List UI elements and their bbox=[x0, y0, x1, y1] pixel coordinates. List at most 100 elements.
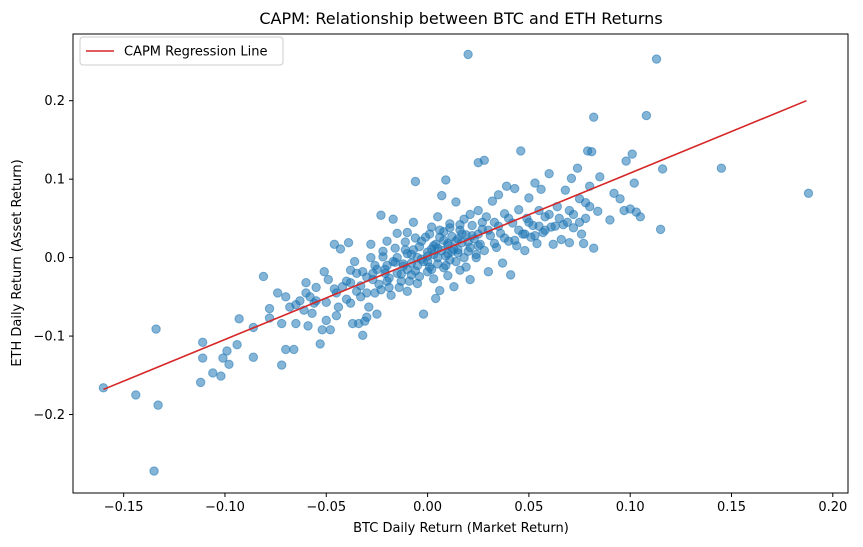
scatter-point bbox=[536, 184, 546, 195]
scatter-point bbox=[281, 292, 291, 302]
scatter-points bbox=[98, 49, 814, 476]
x-tick-label: 0.15 bbox=[717, 500, 746, 515]
scatter-point bbox=[572, 163, 583, 173]
scatter-point bbox=[218, 353, 228, 363]
scatter-point bbox=[195, 377, 206, 388]
scatter-point bbox=[408, 217, 419, 228]
scatter-point bbox=[505, 270, 516, 280]
scatter-point bbox=[364, 302, 374, 312]
legend-box bbox=[79, 36, 284, 66]
scatter-point bbox=[463, 49, 473, 60]
scatter-point bbox=[540, 225, 550, 235]
scatter-point bbox=[264, 303, 275, 314]
scatter-point bbox=[576, 229, 587, 239]
legend-label: CAPM Regression Line bbox=[124, 45, 268, 60]
scatter-point bbox=[589, 243, 599, 253]
scatter-point bbox=[388, 214, 398, 224]
scatter-point bbox=[307, 308, 317, 319]
scatter-point bbox=[548, 239, 558, 249]
scatter-point bbox=[657, 164, 668, 174]
scatter-point bbox=[224, 359, 234, 370]
scatter-point bbox=[372, 264, 382, 275]
scatter-point bbox=[544, 168, 554, 179]
y-axis-label: ETH Daily Return (Asset Return) bbox=[10, 159, 25, 366]
scatter-point bbox=[473, 241, 483, 251]
scatter-point bbox=[595, 172, 605, 182]
scatter-point bbox=[388, 256, 398, 267]
x-tick-label: 0.20 bbox=[818, 500, 847, 515]
scatter-point bbox=[396, 276, 406, 286]
scatter-point bbox=[589, 112, 599, 122]
scatter-point bbox=[362, 312, 372, 322]
scatter-point bbox=[366, 239, 376, 249]
scatter-point bbox=[449, 281, 459, 292]
scatter-point bbox=[435, 225, 445, 235]
legend: CAPM Regression Line bbox=[79, 36, 284, 66]
scatter-point bbox=[151, 324, 161, 334]
scatter-point bbox=[258, 271, 269, 282]
scatter-point bbox=[248, 352, 259, 362]
scatter-point bbox=[349, 256, 360, 267]
scatter-point bbox=[451, 197, 461, 207]
scatter-point bbox=[291, 318, 301, 329]
scatter-point bbox=[402, 227, 413, 238]
scatter-point bbox=[428, 241, 439, 251]
scatter-point bbox=[428, 274, 439, 284]
scatter-point bbox=[197, 353, 208, 363]
scatter-point bbox=[465, 209, 475, 220]
scatter-point bbox=[272, 288, 283, 298]
scatter-point bbox=[356, 292, 366, 302]
scatter-point bbox=[433, 212, 443, 222]
scatter-point bbox=[516, 146, 526, 156]
y-tick-label: 0.2 bbox=[44, 94, 65, 109]
scatter-point bbox=[499, 233, 510, 243]
scatter-point bbox=[530, 178, 540, 188]
scatter-point bbox=[410, 233, 421, 243]
scatter-point bbox=[153, 400, 163, 410]
scatter-point bbox=[441, 175, 451, 185]
regression-line-layer bbox=[103, 99, 807, 391]
scatter-point bbox=[329, 239, 340, 249]
scatter-point bbox=[433, 252, 443, 263]
scatter-point bbox=[430, 293, 441, 304]
scatter-point bbox=[489, 238, 500, 249]
scatter-point bbox=[390, 243, 400, 253]
scatter-point bbox=[483, 267, 494, 277]
x-tick-label: −0.05 bbox=[306, 500, 346, 515]
scatter-point bbox=[149, 466, 159, 476]
scatter-point bbox=[455, 219, 465, 230]
scatter-point bbox=[406, 270, 417, 280]
scatter-point bbox=[315, 339, 325, 349]
scatter-point bbox=[343, 238, 354, 248]
scatter-point bbox=[615, 194, 625, 204]
scatter-point bbox=[276, 318, 287, 329]
scatter-point bbox=[580, 213, 591, 224]
x-tick-label: 0.05 bbox=[514, 500, 543, 515]
scatter-point bbox=[586, 146, 597, 157]
scatter-point bbox=[655, 224, 666, 235]
scatter-point bbox=[400, 237, 410, 247]
scatter-point bbox=[463, 246, 473, 257]
scatter-point bbox=[530, 230, 540, 241]
scatter-point bbox=[325, 325, 336, 335]
scatter-point bbox=[197, 337, 208, 348]
scatter-point bbox=[437, 190, 447, 201]
scatter-point bbox=[473, 205, 483, 216]
scatter-point bbox=[441, 260, 451, 271]
scatter-point bbox=[467, 220, 477, 231]
x-tick-label: 0.00 bbox=[413, 500, 442, 515]
scatter-point bbox=[564, 205, 575, 216]
scatter-point bbox=[422, 256, 433, 267]
scatter-point bbox=[358, 330, 368, 340]
scatter-point bbox=[439, 235, 449, 246]
scatter-point bbox=[216, 371, 226, 381]
scatter-point bbox=[301, 278, 311, 288]
scatter-point bbox=[593, 206, 603, 217]
scatter-point bbox=[303, 321, 313, 331]
scatter-point bbox=[370, 288, 380, 298]
regression-line bbox=[103, 99, 807, 391]
scatter-point bbox=[641, 110, 652, 121]
scatter-point bbox=[609, 188, 619, 198]
scatter-point bbox=[651, 54, 662, 64]
scatter-point bbox=[222, 346, 232, 356]
